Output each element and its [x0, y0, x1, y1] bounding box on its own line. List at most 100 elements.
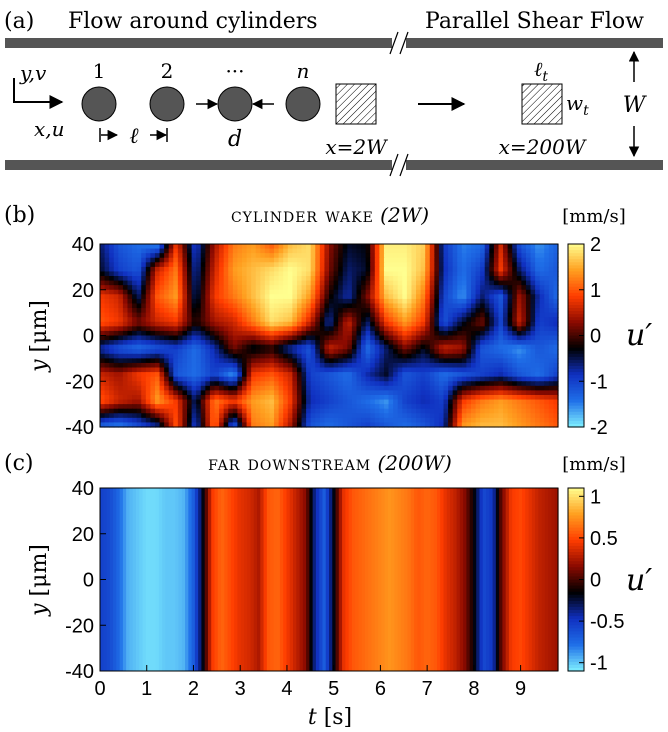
heatmap-cell: [154, 340, 161, 346]
heatmap-cell: [553, 399, 559, 405]
heatmap-cell: [466, 422, 472, 428]
heatmap-cell: [393, 276, 399, 282]
heatmap-cell: [104, 340, 110, 346]
heatmap-cell: [301, 385, 307, 391]
heatmap-cell: [264, 349, 271, 355]
heatmap-cell: [187, 381, 193, 387]
heatmap-cell: [310, 381, 316, 387]
heatmap-cell: [132, 326, 138, 332]
heatmap-cell: [489, 408, 495, 414]
heatmap-cell: [255, 372, 261, 378]
heatmap-cell: [237, 308, 243, 314]
heatmap-cell: [548, 266, 555, 273]
heatmap-cell: [310, 289, 316, 295]
heatmap-cell: [493, 303, 500, 309]
heatmap-cell: [260, 289, 266, 295]
heatmap-cell: [374, 298, 380, 305]
heatmap-cell: [168, 367, 174, 373]
heatmap-cell: [187, 404, 193, 410]
heatmap-cell: [113, 413, 119, 419]
heatmap-cell: [402, 349, 408, 355]
heatmap-cell: [466, 376, 472, 382]
heatmap-cell: [397, 422, 403, 428]
heatmap-cell: [191, 257, 197, 263]
heatmap-cell: [315, 413, 321, 419]
heatmap-cell: [159, 289, 165, 295]
heatmap-cell: [237, 394, 243, 401]
heatmap-cell: [324, 372, 330, 378]
heatmap-cell: [484, 248, 490, 254]
heatmap-cell: [507, 285, 513, 291]
heatmap-cell: [145, 257, 151, 263]
heatmap-cell: [104, 289, 110, 295]
heatmap-cell: [278, 289, 284, 295]
heatmap-cell: [104, 335, 110, 341]
heatmap-cell: [182, 376, 188, 382]
heatmap-cell: [535, 289, 541, 295]
heatmap-cell: [246, 367, 252, 373]
heatmap-cell: [287, 294, 293, 300]
heatmap-cell: [274, 381, 280, 387]
heatmap-cell: [466, 353, 472, 359]
heatmap-cell: [480, 289, 486, 295]
heatmap-cell: [521, 303, 527, 309]
heatmap-cell: [292, 340, 298, 346]
heatmap-cell: [209, 372, 216, 378]
heatmap-cell: [443, 298, 449, 305]
heatmap-cell: [383, 413, 390, 419]
heatmap-cell: [278, 294, 284, 300]
heatmap-cell: [200, 335, 206, 341]
colorbar-swatch: [568, 658, 584, 663]
heatmap-cell: [283, 404, 289, 410]
heatmap-cell: [374, 417, 380, 424]
heatmap-cell: [434, 362, 440, 369]
heatmap-cell: [274, 362, 280, 369]
heatmap-cell: [548, 276, 555, 282]
heatmap-cell: [301, 317, 307, 323]
heatmap-cell: [187, 294, 193, 300]
heatmap-cell: [406, 344, 413, 350]
heatmap-cell: [402, 408, 408, 414]
heatmap-cell: [388, 321, 394, 327]
heatmap-cell: [228, 330, 234, 337]
heatmap-cell: [173, 253, 179, 259]
heatmap-cell: [443, 385, 449, 391]
schematic-panel: (a) Flow around cylinders Parallel Shear…: [4, 9, 663, 177]
heatmap-cell: [269, 413, 275, 419]
heatmap-cell: [292, 289, 298, 295]
heatmap-cell: [443, 308, 449, 314]
heatmap-cell: [429, 298, 435, 305]
heatmap-cell: [452, 408, 458, 414]
heatmap-cell: [338, 408, 344, 414]
heatmap-cell: [498, 317, 504, 323]
heatmap-cell: [214, 344, 220, 350]
heatmap-cell: [379, 385, 385, 391]
heatmap-cell: [512, 266, 518, 273]
heatmap-cell: [141, 312, 147, 318]
heatmap-cell: [361, 353, 367, 359]
heatmap-cell: [484, 317, 490, 323]
heatmap-cell: [283, 326, 289, 332]
heatmap-cell: [535, 303, 541, 309]
heatmap-cell: [484, 312, 490, 318]
heatmap-cell: [493, 394, 500, 401]
heatmap-cell: [127, 372, 133, 378]
heatmap-cell: [264, 422, 271, 428]
heatmap-cell: [397, 294, 403, 300]
heatmap-cell: [200, 248, 206, 254]
heatmap-cell: [461, 385, 467, 391]
heatmap-cell: [544, 385, 550, 391]
heatmap-cell: [489, 244, 495, 250]
heatmap-column: [459, 488, 464, 671]
heatmap-cell: [164, 303, 170, 309]
heatmap-cell: [177, 422, 184, 428]
heatmap-cell: [365, 394, 371, 401]
heatmap-cell: [228, 285, 234, 291]
colorbar-swatch: [568, 625, 584, 629]
heatmap-cell: [553, 257, 559, 263]
heatmap-cell: [122, 262, 129, 268]
heatmap-cell: [283, 417, 289, 424]
heatmap-cell: [173, 394, 179, 401]
heatmap-cell: [260, 385, 266, 391]
heatmap-cell: [338, 271, 344, 277]
